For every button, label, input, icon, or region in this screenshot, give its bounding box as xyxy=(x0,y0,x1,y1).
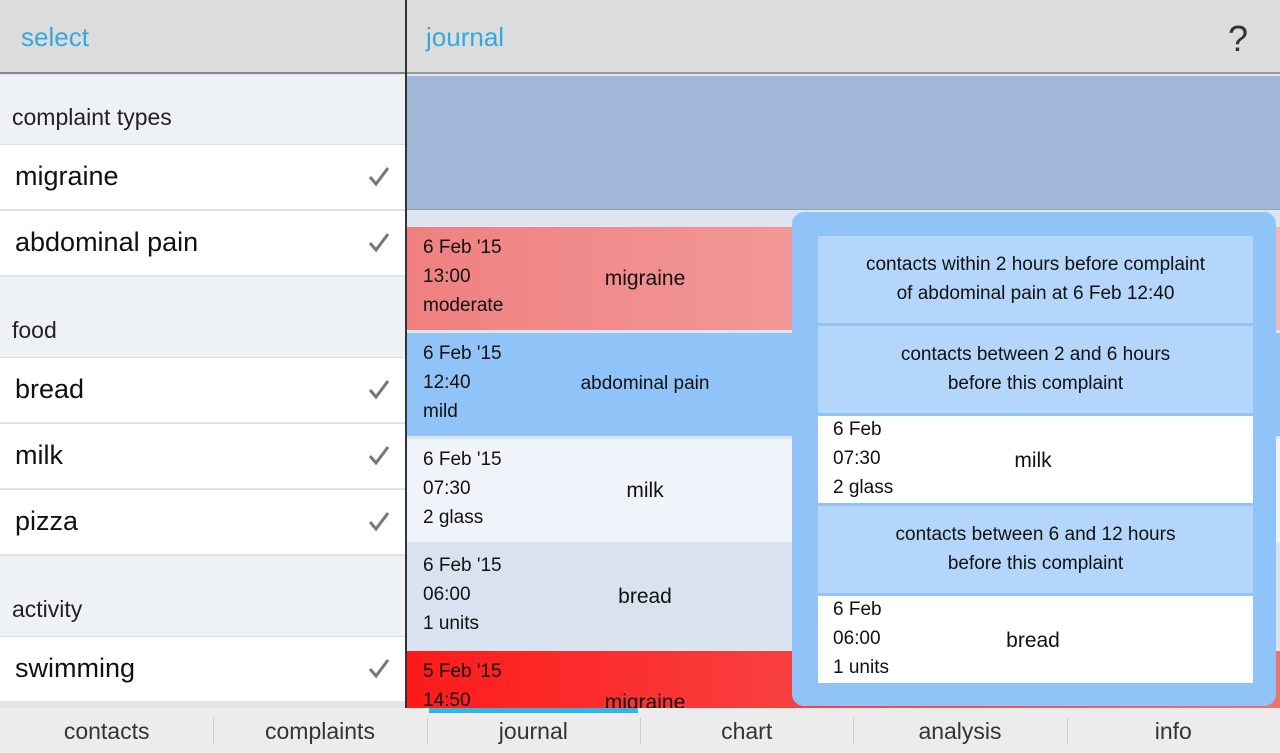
entry-time: 14:50 xyxy=(423,690,471,708)
list-item[interactable]: abdominal pain xyxy=(0,210,405,275)
checkmark xyxy=(368,512,390,532)
entry-date: 6 Feb '15 xyxy=(423,237,502,258)
entry-label: migraine xyxy=(604,691,686,708)
tab[interactable]: journal xyxy=(498,718,568,744)
checkmark xyxy=(368,659,390,679)
contact-detail: 1 units xyxy=(833,657,889,678)
help-button[interactable]: ? xyxy=(1228,18,1249,59)
divider xyxy=(405,0,407,708)
contact-date: 6 Feb xyxy=(833,419,882,440)
banner xyxy=(407,76,1280,210)
tab-divider xyxy=(640,718,641,744)
section-title-line: contacts between 2 and 6 hours xyxy=(900,344,1171,365)
contact-label: milk xyxy=(1014,449,1052,472)
tab-bar: contacts complaints journal chart analysis in… xyxy=(0,708,1280,753)
entry-time: 07:30 xyxy=(423,478,471,499)
popup-section-header: contacts within 2 hours before complaint… xyxy=(818,236,1253,323)
section-title: activity xyxy=(12,596,83,622)
tab[interactable]: complaints xyxy=(265,718,375,744)
tab-divider xyxy=(1066,718,1068,744)
header-title: select xyxy=(21,22,89,52)
item-label: pizza xyxy=(15,506,79,536)
checkmark xyxy=(368,380,390,400)
left-header xyxy=(0,0,405,74)
entry-label: milk xyxy=(626,479,664,502)
tab-divider xyxy=(213,718,215,744)
entry-label: abdominal pain xyxy=(580,373,710,394)
list-item[interactable]: bread xyxy=(0,357,405,422)
tab[interactable]: contacts xyxy=(63,718,150,744)
entry-date: 6 Feb '15 xyxy=(423,555,502,576)
item-label: migraine xyxy=(15,161,119,191)
contact-detail: 2 glass xyxy=(833,477,894,498)
right-header xyxy=(407,0,1280,74)
popup-contact[interactable]: 6 Feb 07:30 2 glass milk xyxy=(818,416,1253,503)
checkmark xyxy=(368,233,390,253)
section-title-line: contacts within 2 hours before complaint xyxy=(865,254,1205,275)
section-title-line: before this complaint xyxy=(947,373,1124,394)
entry-label: migraine xyxy=(604,267,686,290)
section-header xyxy=(0,277,405,357)
contact-label: bread xyxy=(1006,629,1060,652)
entry-detail: moderate xyxy=(423,295,504,316)
entry-date: 6 Feb '15 xyxy=(423,449,502,470)
section-title-line: contacts between 6 and 12 hours xyxy=(895,524,1176,545)
section-header xyxy=(0,556,405,636)
tab[interactable]: analysis xyxy=(918,718,1002,744)
popup: contacts within 2 hours before complaint… xyxy=(792,212,1276,706)
popup-section-header: contacts between 2 and 6 hours before thi… xyxy=(818,326,1253,413)
entry-label: bread xyxy=(618,585,672,608)
entry-date: 5 Feb '15 xyxy=(423,661,502,682)
entry-time: 06:00 xyxy=(423,584,471,605)
section-header xyxy=(0,75,405,144)
contact-time: 07:30 xyxy=(833,448,881,469)
list-item[interactable]: milk xyxy=(0,423,405,488)
tab[interactable]: info xyxy=(1154,718,1192,744)
section-title: complaint types xyxy=(12,104,172,130)
entry-detail: mild xyxy=(423,401,458,422)
contact-date: 6 Feb xyxy=(833,599,882,620)
list-item[interactable]: pizza xyxy=(0,489,405,554)
entry-detail: 1 units xyxy=(423,613,479,634)
tab-divider xyxy=(853,718,855,744)
entry-date: 6 Feb '15 xyxy=(423,343,502,364)
contact-time: 06:00 xyxy=(833,628,881,649)
sidebar: complaint types migraine abdominal pain foo… xyxy=(0,75,405,708)
tab-divider xyxy=(426,718,428,744)
entry-time: 12:40 xyxy=(423,372,471,393)
entry-time: 13:00 xyxy=(423,266,471,287)
tab-indicator xyxy=(428,708,638,713)
item-label: bread xyxy=(15,374,85,404)
entry-detail: 2 glass xyxy=(423,507,484,528)
item-label: abdominal pain xyxy=(15,227,199,257)
list-item[interactable]: swimming xyxy=(0,636,405,701)
checkmark xyxy=(368,167,390,187)
tab[interactable]: chart xyxy=(721,718,773,744)
list-item[interactable]: migraine xyxy=(0,144,405,209)
item-label: milk xyxy=(15,440,63,470)
section-title: food xyxy=(12,317,57,343)
section-title-line: before this complaint xyxy=(947,553,1124,574)
header-title: journal xyxy=(426,22,505,52)
section-title-line: of abdominal pain at 6 Feb 12:40 xyxy=(896,283,1175,304)
popup-contact[interactable]: 6 Feb 06:00 1 units bread xyxy=(818,596,1253,683)
checkmark xyxy=(368,446,390,466)
popup-section-header: contacts between 6 and 12 hours before th… xyxy=(818,506,1253,593)
item-label: swimming xyxy=(15,653,136,683)
